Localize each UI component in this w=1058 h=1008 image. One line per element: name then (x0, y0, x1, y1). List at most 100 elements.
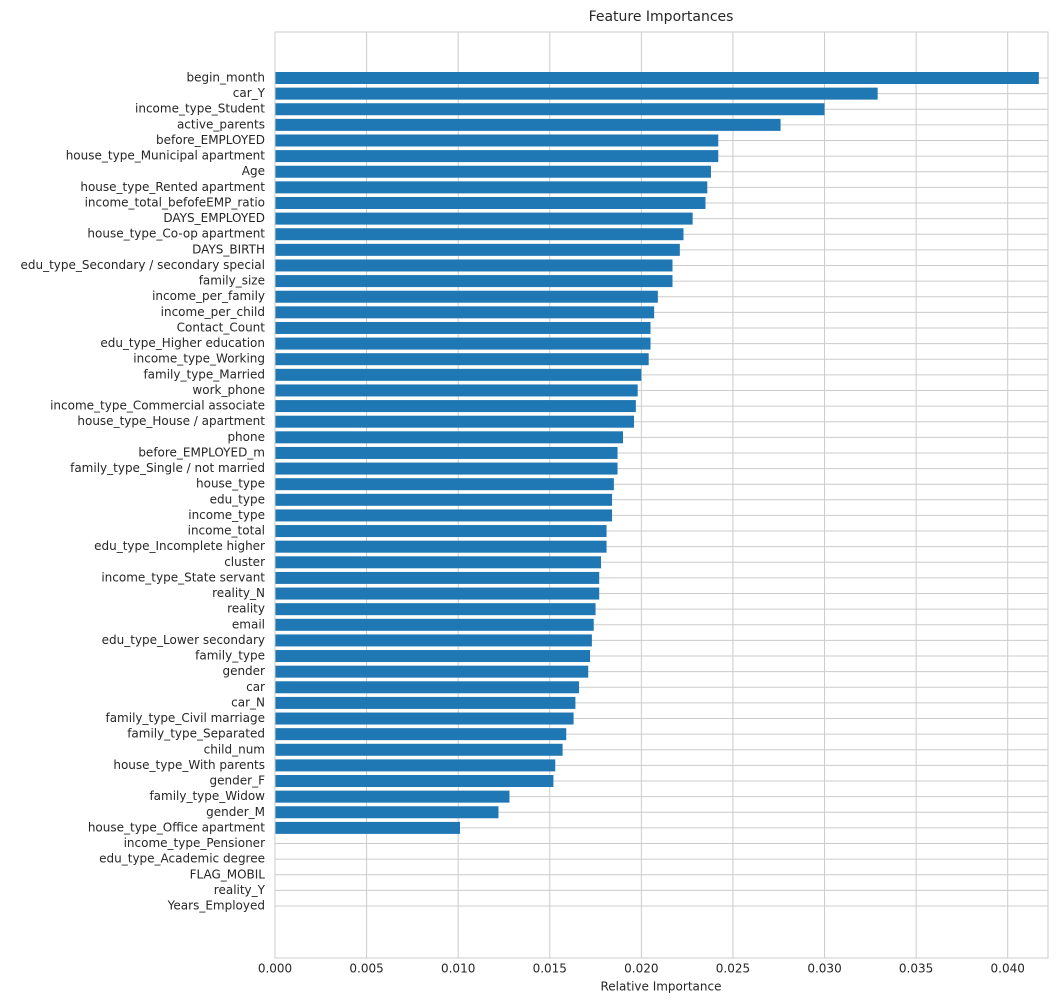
y-tick-label: family_type (195, 649, 265, 663)
y-tick-label: phone (227, 430, 265, 444)
bar (275, 353, 649, 366)
bar (275, 618, 594, 631)
y-tick-label: income_type_Pensioner (124, 836, 265, 850)
y-tick-label: Age (242, 164, 265, 178)
bar (275, 493, 613, 506)
y-tick-label: income_total_befofeEMP_ratio (85, 195, 265, 209)
bar (275, 431, 624, 444)
bar (275, 634, 592, 647)
y-tick-label: car (246, 680, 265, 694)
y-tick-label: car_N (231, 695, 265, 709)
x-tick-label: 0.040 (991, 962, 1025, 976)
y-tick-label: FLAG_MOBIL (190, 867, 266, 881)
bar (275, 228, 684, 241)
bar (275, 150, 719, 163)
bar (275, 806, 499, 819)
x-axis-label: Relative Importance (601, 980, 722, 994)
bar (275, 525, 607, 538)
bar (275, 587, 600, 600)
y-tick-label: before_EMPLOYED_m (138, 445, 265, 459)
y-tick-label: edu_type_Incomplete higher (94, 539, 265, 553)
bar (275, 196, 706, 209)
bar (275, 290, 658, 303)
x-tick-label: 0.010 (441, 962, 475, 976)
y-tick-label: house_type (196, 477, 265, 491)
y-tick-label: gender (222, 664, 265, 678)
y-tick-label: car_Y (233, 86, 266, 100)
bar (275, 696, 576, 709)
bar (275, 306, 655, 319)
y-tick-label: family_type_Married (143, 367, 265, 381)
y-tick-label: family_type_Civil marriage (105, 711, 265, 725)
y-tick-label: house_type_Office apartment (88, 820, 265, 834)
bar (275, 556, 602, 569)
y-tick-label: gender_M (206, 805, 265, 819)
y-tick-label: before_EMPLOYED (156, 133, 265, 147)
x-tick-label: 0.030 (807, 962, 841, 976)
y-tick-label: edu_type_Higher education (100, 336, 265, 350)
y-tick-label: Years_Employed (167, 899, 265, 913)
y-tick-label: reality_N (212, 586, 265, 600)
bar (275, 275, 673, 288)
y-tick-label: cluster (224, 555, 265, 569)
y-tick-label: DAYS_EMPLOYED (163, 211, 265, 225)
bar (275, 87, 878, 100)
bar (275, 775, 554, 788)
y-tick-label: house_type_With parents (113, 758, 265, 772)
bar (275, 540, 607, 553)
y-tick-label: family_size (199, 274, 265, 288)
y-tick-label: house_type_Co-op apartment (87, 227, 265, 241)
bar (275, 259, 673, 272)
bar (275, 603, 596, 616)
y-tick-label: income_per_child (161, 305, 265, 319)
y-tick-label: edu_type (210, 492, 265, 506)
y-tick-label: active_parents (177, 117, 265, 131)
y-tick-label: email (232, 617, 265, 631)
bar (275, 728, 567, 741)
bar (275, 165, 711, 178)
y-tick-label: income_type_State servant (101, 570, 265, 584)
bar (275, 571, 600, 584)
y-tick-label: work_phone (192, 383, 265, 397)
y-tick-label: house_type_Rented apartment (80, 180, 265, 194)
bar (275, 243, 680, 256)
bar (275, 103, 825, 116)
y-tick-label: reality_Y (214, 883, 266, 897)
bar (275, 446, 618, 459)
plot-frame (274, 31, 1049, 959)
y-tick-label: income_type_Working (133, 352, 265, 366)
x-tick-label: 0.035 (899, 962, 933, 976)
y-tick-label: family_type_Widow (149, 789, 265, 803)
y-tick-label: income_type (188, 508, 265, 522)
bar (275, 337, 651, 350)
bar (275, 650, 591, 663)
y-tick-label: edu_type_Lower secondary (102, 633, 265, 647)
bar (275, 821, 461, 834)
bar (275, 462, 618, 475)
bar (275, 384, 638, 397)
y-tick-label: income_total (188, 524, 265, 538)
bar (275, 368, 642, 381)
bar (275, 181, 708, 194)
bar (275, 415, 635, 428)
y-tick-label: income_per_family (152, 289, 265, 303)
bar (275, 743, 563, 756)
bar (275, 212, 693, 225)
y-tick-label: edu_type_Secondary / secondary special (20, 258, 265, 272)
y-tick-label: house_type_House / apartment (77, 414, 265, 428)
y-tick-label: child_num (204, 742, 265, 756)
y-tick-label: income_type_Student (135, 102, 265, 116)
bar (275, 790, 510, 803)
x-tick-label: 0.000 (258, 962, 292, 976)
y-tick-label: reality (227, 602, 265, 616)
x-tick-label: 0.025 (716, 962, 750, 976)
y-tick-label: begin_month (186, 71, 265, 85)
bar (275, 118, 781, 131)
y-tick-label: Contact_Count (177, 320, 266, 334)
bar (275, 321, 651, 334)
bar (275, 134, 719, 147)
bar (275, 759, 556, 772)
chart-title: Feature Importances (589, 9, 734, 25)
